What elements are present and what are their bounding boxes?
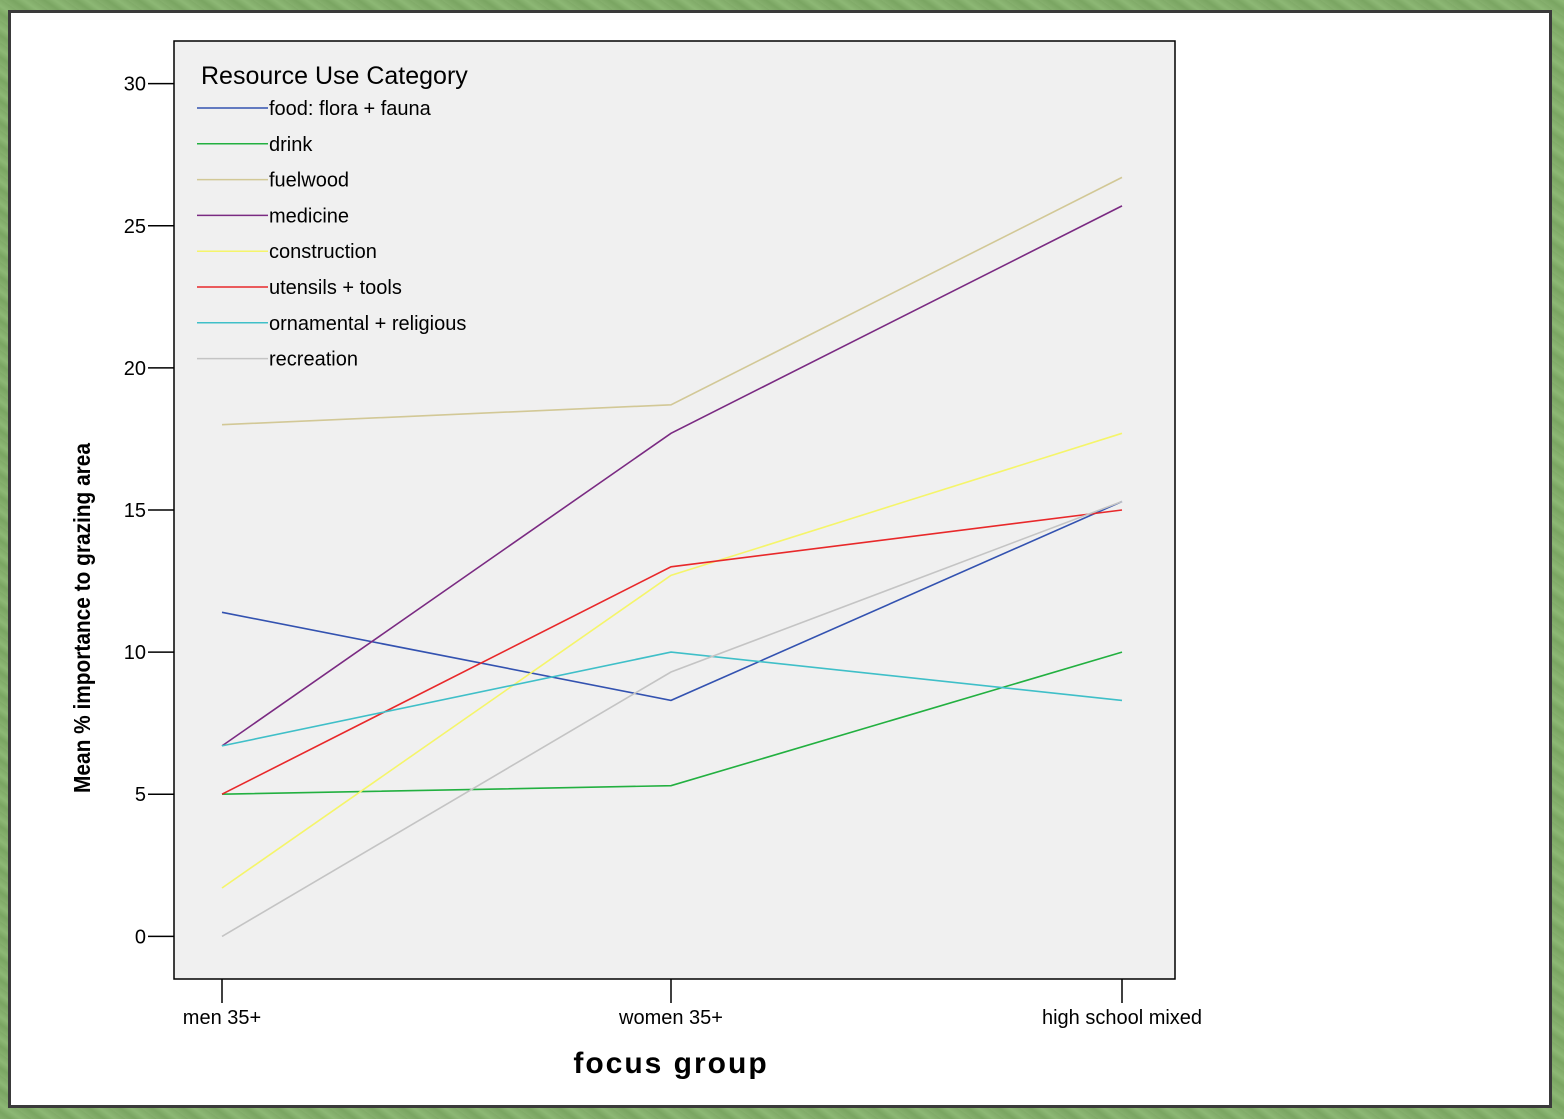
legend-item-label: fuelwood	[269, 170, 349, 192]
series-line-5	[221, 509, 1123, 795]
chart-frame: 0 5 10 15 20 25 30 men 35+ women 35+ high school…	[8, 10, 1552, 1108]
legend-item-label: utensils + tools	[269, 277, 402, 299]
series-line-4	[221, 432, 1123, 889]
series-line-6	[221, 651, 1123, 747]
series-layer	[221, 176, 1123, 938]
y-tick-label: 20	[124, 358, 146, 380]
series-line-7	[221, 500, 1123, 938]
legend-item-label: medicine	[269, 205, 349, 227]
line-chart: 0 5 10 15 20 25 30 men 35+ women 35+ high school…	[69, 40, 1202, 1080]
legend-item-label: drink	[269, 134, 313, 156]
y-tick-label: 15	[124, 500, 146, 522]
y-tick-label: 10	[124, 642, 146, 664]
x-axis: men 35+ women 35+ high school mixed	[183, 979, 1202, 1029]
plot-area	[173, 40, 1176, 980]
legend-item-label: recreation	[269, 349, 358, 371]
y-tick-label: 5	[135, 784, 146, 806]
series-line-1	[221, 651, 1123, 795]
x-axis-title: focus group	[573, 1047, 768, 1080]
legend-title: Resource Use Category	[201, 62, 468, 90]
legend-item-label: food: flora + fauna	[269, 98, 432, 120]
y-tick-label: 30	[124, 74, 146, 96]
y-axis-title: Mean % importance to grazing area	[69, 443, 95, 793]
y-tick-label: 25	[124, 216, 146, 238]
y-tick-label: 0	[135, 926, 146, 948]
x-tick-label: high school mixed	[1042, 1007, 1202, 1029]
legend-item-label: construction	[269, 241, 377, 263]
legend-item-label: ornamental + religious	[269, 313, 466, 335]
series-line-3	[221, 205, 1123, 747]
x-tick-label: men 35+	[183, 1007, 261, 1029]
x-tick-label: women 35+	[618, 1007, 723, 1029]
y-axis: 0 5 10 15 20 25 30	[124, 74, 174, 948]
series-line-2	[221, 176, 1123, 426]
legend: Resource Use Category food: flora + faun…	[197, 62, 468, 371]
